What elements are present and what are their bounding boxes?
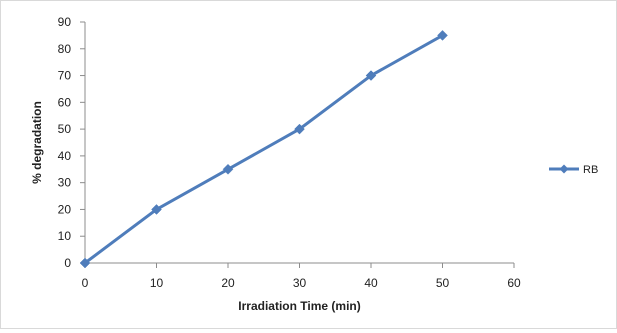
x-tick-label: 20 bbox=[221, 276, 235, 290]
x-tick-label: 10 bbox=[150, 276, 164, 290]
x-tick-labels: 0 10 20 30 40 50 60 bbox=[82, 276, 521, 290]
y-tick-label: 30 bbox=[58, 176, 72, 190]
data-point-marker bbox=[294, 123, 305, 135]
x-tick-label: 30 bbox=[293, 276, 307, 290]
series-layer bbox=[79, 30, 448, 269]
data-point-marker bbox=[151, 204, 162, 215]
x-tick-label: 50 bbox=[436, 276, 450, 290]
x-tick-label: 0 bbox=[82, 276, 89, 290]
y-tick-label: 60 bbox=[58, 95, 72, 109]
legend-marker-rb bbox=[559, 164, 569, 174]
y-tick-label: 90 bbox=[58, 15, 72, 29]
series-line-rb bbox=[84, 34, 444, 265]
legend: RB bbox=[549, 164, 598, 176]
data-point-marker bbox=[437, 30, 448, 41]
data-point-marker bbox=[365, 70, 377, 81]
y-tick-label: 50 bbox=[58, 122, 72, 136]
y-tick-label: 40 bbox=[58, 149, 72, 163]
y-tick-label: 70 bbox=[58, 69, 72, 83]
data-point-marker bbox=[79, 257, 91, 269]
y-tick-label: 80 bbox=[58, 42, 72, 56]
line-chart: 0 10 20 30 40 50 60 70 80 90 0 10 20 30 40 50 60 Irradi… bbox=[30, 15, 598, 313]
x-tick-label: 60 bbox=[507, 276, 521, 290]
x-tick-label: 40 bbox=[364, 276, 378, 290]
legend-label-rb: RB bbox=[583, 164, 598, 176]
y-tick-label: 20 bbox=[58, 202, 72, 216]
axes bbox=[80, 21, 515, 268]
y-tick-label: 0 bbox=[64, 256, 71, 270]
y-tick-label: 10 bbox=[58, 229, 72, 243]
y-tick-labels: 0 10 20 30 40 50 60 70 80 90 bbox=[58, 15, 72, 270]
data-point-marker bbox=[222, 163, 234, 175]
y-axis-title: % degradation bbox=[30, 101, 44, 184]
x-axis-title: Irradiation Time (min) bbox=[238, 299, 360, 313]
